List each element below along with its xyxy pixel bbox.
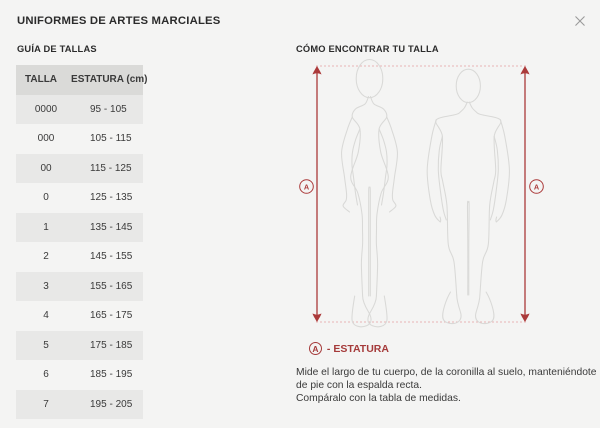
svg-text:A: A xyxy=(304,182,310,191)
svg-text:A: A xyxy=(534,182,540,191)
